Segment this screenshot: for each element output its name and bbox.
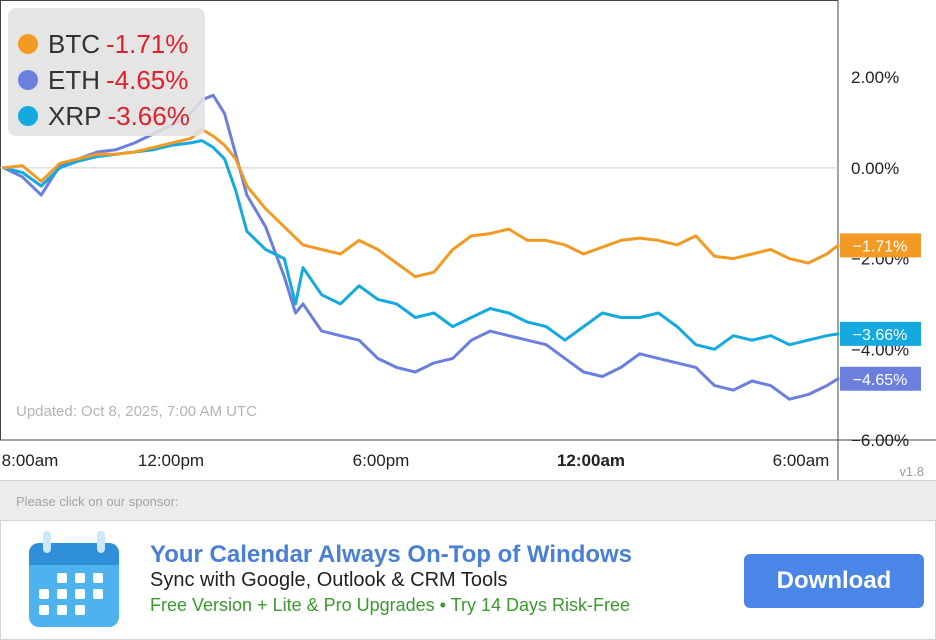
chart-legend: BTC -1.71% ETH -4.65% XRP -3.66%	[8, 8, 205, 136]
x-tick-label-1: 12:00pm	[138, 451, 204, 470]
sponsor-ad[interactable]: Your Calendar Always On-Top of Windows S…	[0, 520, 936, 640]
legend-item-eth: ETH -4.65%	[18, 62, 188, 98]
series-line-btc	[2, 127, 840, 279]
y-tick-label-0: 2.00%	[851, 68, 899, 87]
legend-dot-btc	[18, 34, 38, 54]
legend-name-btc: BTC	[48, 28, 100, 59]
download-button[interactable]: Download	[744, 554, 924, 608]
version-label: v1.8	[899, 464, 924, 479]
ad-subline: Sync with Google, Outlook & CRM Tools	[150, 569, 508, 591]
legend-item-btc: BTC -1.71%	[18, 26, 188, 62]
x-tick-label-2: 6:00pm	[353, 451, 410, 470]
legend-change-eth: -4.65%	[106, 64, 189, 95]
y-tick-label-4: −6.00%	[851, 431, 909, 450]
x-tick-label-4: 6:00am	[773, 451, 830, 470]
x-tick-label-0: 8:00am	[2, 451, 59, 470]
calendar-icon[interactable]	[27, 529, 123, 629]
legend-dot-xrp	[18, 106, 38, 126]
end-badge-btc	[840, 233, 921, 258]
y-tick-label-1: 0.00%	[851, 159, 899, 178]
legend-dot-eth	[18, 70, 38, 90]
sponsor-bar: Please click on our sponsor:	[0, 480, 936, 521]
legend-change-xrp: -3.66%	[107, 100, 190, 131]
legend-change-btc: -1.71%	[106, 28, 189, 59]
series-line-eth	[2, 93, 840, 401]
plot-frame	[0, 0, 839, 441]
end-label-xrp: −3.66%	[853, 327, 908, 344]
end-label-btc: −1.71%	[853, 238, 908, 255]
x-tick-label-3: 12:00am	[557, 451, 625, 470]
updated-timestamp: Updated: Oct 8, 2025, 7:00 AM UTC	[16, 403, 257, 420]
legend-item-xrp: XRP -3.66%	[18, 98, 190, 134]
series-line-xrp	[2, 139, 840, 351]
ad-note: Free Version + Lite & Pro Upgrades • Try…	[150, 595, 630, 615]
legend-name-eth: ETH	[48, 64, 100, 95]
ad-headline[interactable]: Your Calendar Always On-Top of Windows	[150, 541, 633, 568]
end-badge-xrp	[840, 321, 921, 346]
legend-name-xrp: XRP	[48, 100, 102, 131]
price-chart: 2.00% 0.00% −2.00% −4.00% −6.00% 8:00am 12:00p…	[0, 0, 936, 480]
sponsor-prompt: Please click on our sponsor:	[16, 494, 179, 509]
end-label-eth: −4.65%	[853, 372, 908, 389]
end-badge-eth	[840, 366, 921, 391]
